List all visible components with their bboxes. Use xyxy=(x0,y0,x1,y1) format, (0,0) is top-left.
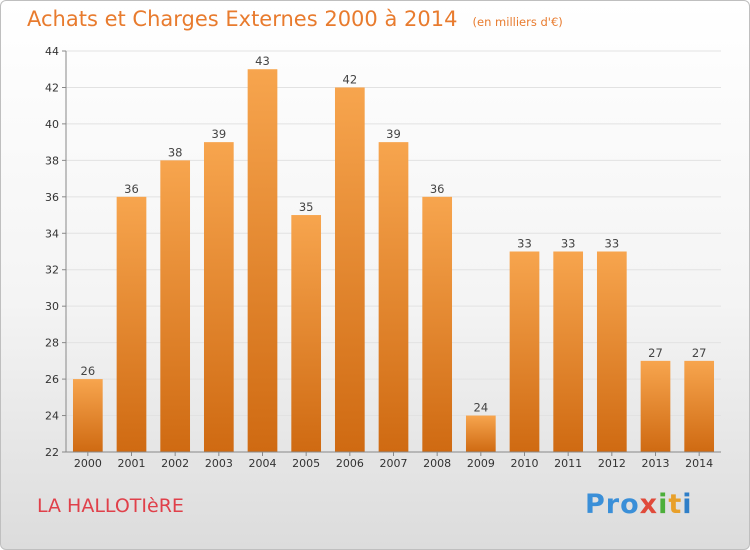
bar-2009 xyxy=(465,415,496,452)
proxiti-logo: Proxiti xyxy=(585,489,693,520)
bars: 26 36 38 39 43 35 42 39 36 24 33 33 33 27 27 xyxy=(72,54,715,453)
y-tick-label: 22 xyxy=(45,446,59,459)
bar-2006 xyxy=(334,87,365,453)
x-tick-label-2007: 2007 xyxy=(380,457,408,470)
bar-2012 xyxy=(596,251,627,452)
bar-2011 xyxy=(553,251,584,452)
bar-2013 xyxy=(640,360,671,452)
y-tick-label: 30 xyxy=(45,300,59,313)
bar-2014 xyxy=(684,360,715,452)
chart-title: Achats et Charges Externes 2000 à 2014 xyxy=(27,7,458,31)
x-tick-label-2008: 2008 xyxy=(423,457,451,470)
x-tick-label-2000: 2000 xyxy=(74,457,102,470)
x-tick-label-2013: 2013 xyxy=(642,457,670,470)
y-tick-label: 40 xyxy=(45,118,59,131)
unit-label: (en milliers d'€) xyxy=(472,15,563,29)
bar-2001 xyxy=(116,196,147,452)
y-tick-label: 26 xyxy=(45,373,59,386)
y-tick-label: 36 xyxy=(45,191,59,204)
x-tick-label-2012: 2012 xyxy=(598,457,626,470)
x-tick-label-2011: 2011 xyxy=(554,457,582,470)
x-tick-label-2010: 2010 xyxy=(511,457,539,470)
bar-2000 xyxy=(72,379,103,452)
y-tick-label: 32 xyxy=(45,264,59,277)
x-tick-label-2002: 2002 xyxy=(161,457,189,470)
value-label-2007: 39 xyxy=(386,127,401,141)
y-tick-label: 24 xyxy=(45,410,59,423)
value-label-2000: 26 xyxy=(81,364,96,378)
x-tick-label-2001: 2001 xyxy=(118,457,146,470)
bar-2002 xyxy=(160,160,191,452)
y-axis: 22 24 26 28 30 32 34 36 38 40 42 44 xyxy=(45,45,67,459)
y-tick-label: 28 xyxy=(45,337,59,350)
value-label-2013: 27 xyxy=(648,346,663,360)
bar-2007 xyxy=(378,142,409,453)
bar-2004 xyxy=(247,69,278,453)
place-name: LA HALLOTIèRE xyxy=(37,495,184,517)
y-tick-label: 42 xyxy=(45,81,59,94)
value-label-2003: 39 xyxy=(212,127,227,141)
bar-2010 xyxy=(509,251,540,452)
x-tick-label-2009: 2009 xyxy=(467,457,495,470)
bar-2005 xyxy=(291,215,322,452)
value-label-2009: 24 xyxy=(474,401,489,415)
value-label-2011: 33 xyxy=(561,237,576,251)
x-tick-label-2014: 2014 xyxy=(685,457,713,470)
bar-2003 xyxy=(203,142,234,453)
value-label-2002: 38 xyxy=(168,145,183,159)
value-label-2004: 43 xyxy=(255,54,270,68)
value-label-2008: 36 xyxy=(430,182,445,196)
value-label-2012: 33 xyxy=(605,237,620,251)
x-tick-label-2006: 2006 xyxy=(336,457,364,470)
x-tick-label-2004: 2004 xyxy=(249,457,277,470)
value-label-2010: 33 xyxy=(517,237,532,251)
value-label-2001: 36 xyxy=(124,182,139,196)
y-tick-label: 38 xyxy=(45,154,59,167)
title-row: Achats et Charges Externes 2000 à 2014 (… xyxy=(27,7,563,31)
value-label-2014: 27 xyxy=(692,346,707,360)
x-tick-label-2005: 2005 xyxy=(292,457,320,470)
value-label-2005: 35 xyxy=(299,200,314,214)
x-tick-label-2003: 2003 xyxy=(205,457,233,470)
y-tick-label: 34 xyxy=(45,227,59,240)
value-label-2006: 42 xyxy=(343,72,358,86)
y-tick-label: 44 xyxy=(45,45,59,58)
x-axis: 2000 2001 2002 2003 2004 2005 2006 2007 2008 2009… xyxy=(66,451,721,470)
bar-2008 xyxy=(422,196,453,452)
